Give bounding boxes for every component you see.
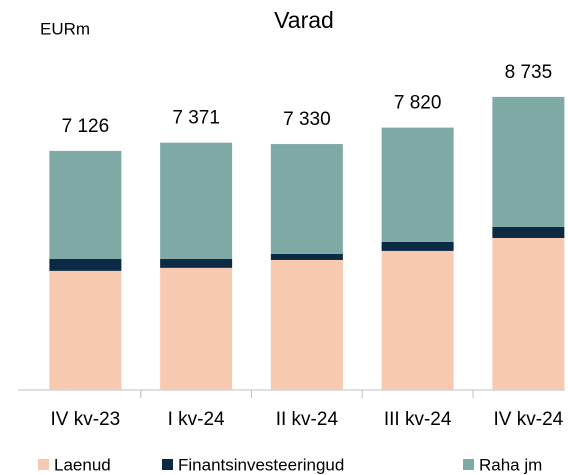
legend-swatch	[162, 459, 173, 470]
total-label: 8 735	[505, 62, 553, 83]
bar-segment	[381, 250, 454, 390]
legend-label: Laenud	[54, 455, 111, 474]
bar-segment	[49, 258, 122, 271]
legend-label: Finantsinvesteeringud	[178, 455, 344, 474]
bar-segment	[492, 226, 565, 238]
legend-swatch	[38, 459, 49, 470]
bar-segment	[270, 253, 343, 260]
bar-segment	[492, 96, 565, 227]
bar-segment	[160, 258, 233, 268]
bar-segment	[270, 144, 343, 254]
x-tick-label: III kv-24	[384, 409, 452, 430]
bar-segment	[381, 241, 454, 251]
legend-label: Raha jm	[479, 455, 542, 474]
x-tick-label: II kv-24	[276, 409, 339, 430]
bar-segment	[49, 270, 122, 390]
bar-segment	[160, 267, 233, 390]
chart-title: Varad	[274, 7, 334, 33]
bar-segment	[49, 150, 122, 259]
total-label: 7 330	[283, 109, 331, 130]
x-tick-label: IV kv-24	[494, 409, 564, 430]
unit-label: EURm	[40, 19, 90, 38]
total-label: 7 126	[62, 116, 110, 137]
bar-segment	[381, 127, 454, 242]
x-tick-label: I kv-24	[168, 409, 225, 430]
legend-swatch	[463, 459, 474, 470]
bar-segment	[270, 259, 343, 390]
bar-segment	[160, 142, 233, 259]
total-label: 7 371	[172, 108, 220, 129]
total-label: 7 820	[394, 93, 442, 114]
x-tick-label: IV kv-23	[51, 409, 121, 430]
bar-segment	[492, 237, 565, 390]
